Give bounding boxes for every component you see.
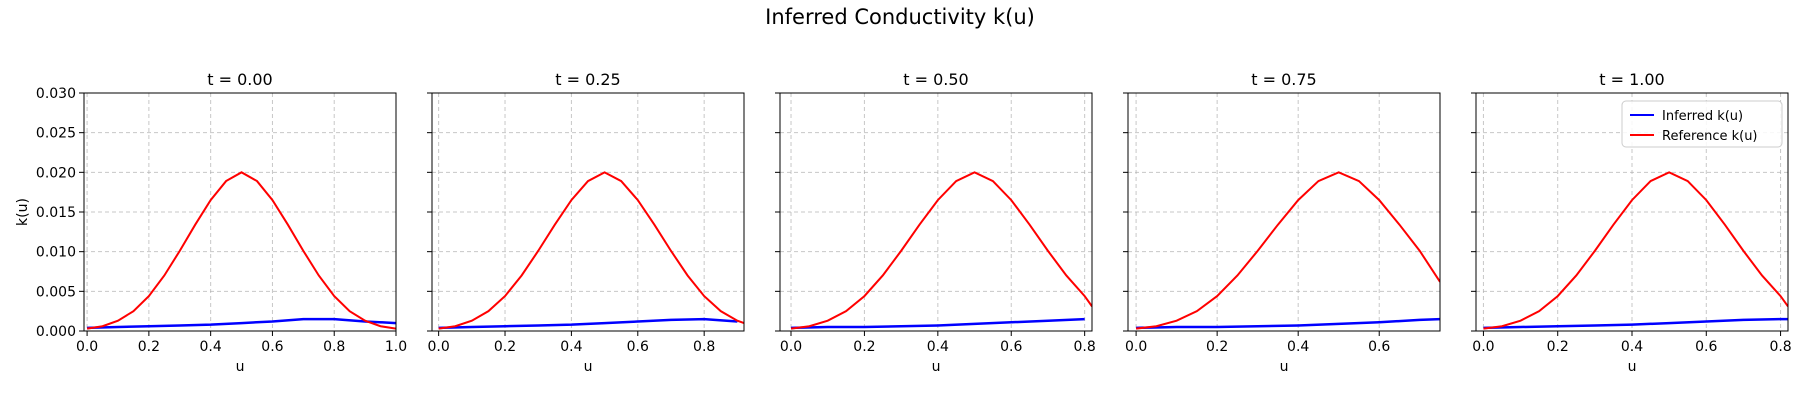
x-axis-label: u xyxy=(1280,359,1289,375)
series-line-reference xyxy=(1483,171,1788,330)
y-tick-label: 0.000 xyxy=(36,324,76,340)
x-tick-label: 0.0 xyxy=(428,339,450,355)
x-tick-label: 0.2 xyxy=(138,339,160,355)
x-tick-label: 0.4 xyxy=(1621,339,1643,355)
legend-label: Inferred k(u) xyxy=(1662,109,1743,124)
series-line-reference xyxy=(1135,171,1440,330)
x-tick-label: 0.6 xyxy=(261,339,283,355)
x-tick-label: 0.8 xyxy=(1769,339,1791,355)
x-tick-label: 0.0 xyxy=(780,339,802,355)
x-tick-label: 0.4 xyxy=(560,339,582,355)
panel-title: t = 0.75 xyxy=(1251,70,1316,89)
x-tick-label: 0.2 xyxy=(494,339,516,355)
y-tick-label: 0.010 xyxy=(36,245,76,261)
panel-title: t = 0.25 xyxy=(555,70,620,89)
axes-frame xyxy=(1127,92,1441,332)
x-tick-label: 0.2 xyxy=(853,339,875,355)
series-line-reference xyxy=(86,171,396,330)
series-line-reference xyxy=(790,171,1092,330)
axes-frame xyxy=(431,92,745,332)
series-line-inferred xyxy=(438,317,738,330)
x-tick-label: 0.2 xyxy=(1547,339,1569,355)
x-axis-label: u xyxy=(932,359,941,375)
panel-1: 0.000 0.005 0.010 0.015 0.020 0.025 0.030 0.0 0.… xyxy=(15,70,407,375)
legend-label: Reference k(u) xyxy=(1662,129,1758,144)
x-tick-label: 0.6 xyxy=(1368,339,1390,355)
y-tick-label: 0.020 xyxy=(36,165,76,181)
x-tick-label: 0.6 xyxy=(627,339,649,355)
x-tick-label: 0.6 xyxy=(1000,339,1022,355)
series-line-inferred xyxy=(1483,317,1788,330)
x-tick-label: 0.8 xyxy=(323,339,345,355)
y-axis-label: k(u) xyxy=(15,198,31,226)
series-line-inferred xyxy=(1136,317,1440,330)
series-line-inferred xyxy=(87,317,396,330)
axes-frame xyxy=(83,92,397,332)
panel-title: t = 1.00 xyxy=(1599,70,1664,89)
x-tick-label: 0.4 xyxy=(200,339,222,355)
x-axis-label: u xyxy=(1628,359,1637,375)
x-axis-label: u xyxy=(584,359,593,375)
x-tick-label: 0.4 xyxy=(1287,339,1309,355)
panel-title: t = 0.50 xyxy=(903,70,968,89)
series-line-reference xyxy=(438,171,744,330)
x-tick-label: 0.0 xyxy=(76,339,98,355)
y-tick-label: 0.015 xyxy=(36,205,76,221)
y-tick-label: 0.025 xyxy=(36,126,76,142)
x-tick-label: 0.6 xyxy=(1695,339,1717,355)
x-tick-label: 0.0 xyxy=(1125,339,1147,355)
panel-5: 0.0 0.2 0.4 0.6 0.8 t = 1.00 u Inferred k(u) Ref… xyxy=(1471,70,1792,375)
legend-box xyxy=(1621,100,1783,148)
x-axis-label: u xyxy=(236,359,245,375)
axes-frame xyxy=(779,92,1093,332)
figure-title: Inferred Conductivity k(u) xyxy=(765,5,1035,29)
series-line-inferred xyxy=(790,317,1085,330)
x-tick-label: 0.8 xyxy=(1074,339,1096,355)
panel-title: t = 0.00 xyxy=(207,70,272,89)
x-tick-label: 0.0 xyxy=(1472,339,1494,355)
panel-3: 0.0 0.2 0.4 0.6 0.8 t = 0.50 u xyxy=(775,70,1096,375)
x-tick-label: 0.4 xyxy=(927,339,949,355)
panel-4: 0.0 0.2 0.4 0.6 t = 0.75 u xyxy=(1123,70,1441,375)
x-tick-label: 0.2 xyxy=(1206,339,1228,355)
axes-frame xyxy=(1475,92,1789,332)
y-tick-label: 0.005 xyxy=(36,284,76,300)
x-tick-label: 0.8 xyxy=(693,339,715,355)
panel-2: 0.0 0.2 0.4 0.6 0.8 t = 0.25 u xyxy=(427,70,745,375)
x-tick-label: 1.0 xyxy=(385,339,407,355)
y-tick-label: 0.030 xyxy=(36,86,76,102)
legend: Inferred k(u) Reference k(u) xyxy=(1621,100,1783,148)
